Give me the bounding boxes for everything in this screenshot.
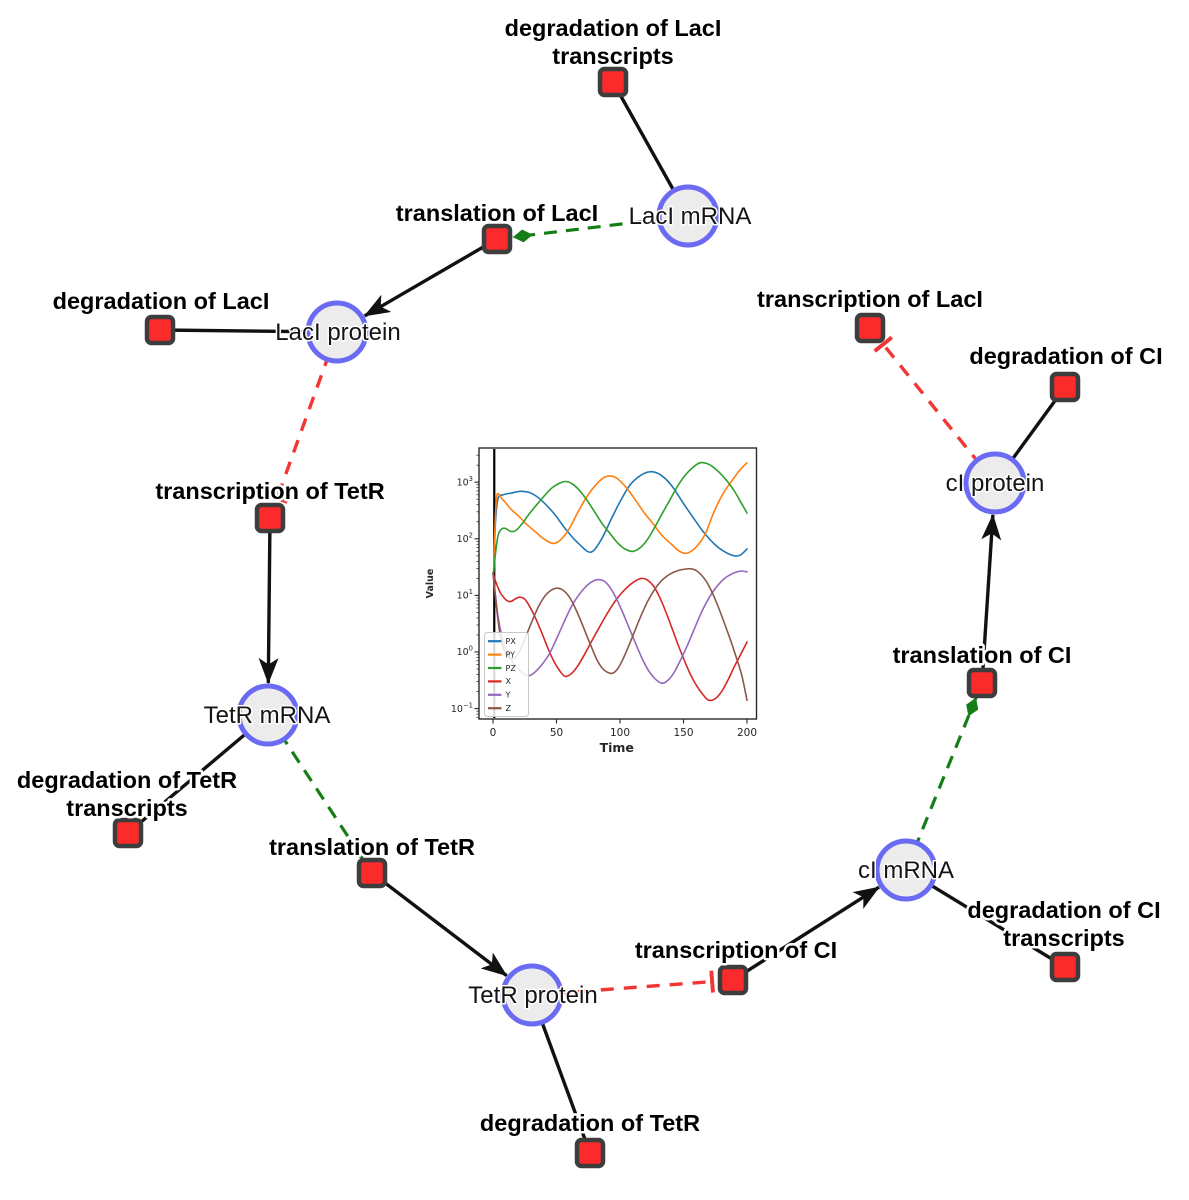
- reaction-label-transl_laci: translation of LacI: [396, 200, 598, 226]
- reaction-label-deg_tetr_tr: degradation of TetR transcripts: [17, 767, 237, 821]
- reaction-label-deg_laci_tr: degradation of LacI transcripts: [505, 15, 722, 69]
- reaction-node-transc_laci[interactable]: [854, 312, 886, 344]
- y-axis-title: Value: [425, 569, 436, 599]
- species-label-laci_protein: LacI protein: [275, 319, 400, 346]
- reaction-label-deg_ci_tr: degradation of CI transcripts: [967, 897, 1160, 951]
- reaction-node-deg_laci_tr[interactable]: [597, 66, 629, 98]
- edge-production-transc_ci-ci_mrna: [732, 885, 880, 982]
- reaction-node-transl_ci[interactable]: [966, 667, 998, 699]
- x-tick-label: 50: [550, 727, 563, 739]
- legend-label-PZ: PZ: [506, 664, 517, 673]
- species-node-laci_protein[interactable]: [305, 300, 369, 364]
- x-tick-label: 0: [490, 727, 497, 739]
- legend-label-Z: Z: [506, 704, 512, 713]
- x-tick-label: 100: [610, 727, 630, 739]
- reaction-label-transc_tetr: transcription of TetR: [155, 478, 384, 504]
- reaction-node-deg_tetr[interactable]: [574, 1137, 606, 1169]
- chart-series-PY: [492, 462, 748, 574]
- species-label-ci_protein: cI protein: [946, 470, 1045, 497]
- y-tick-label: 10−1: [451, 701, 473, 715]
- species-node-ci_protein[interactable]: [963, 451, 1027, 515]
- reaction-node-deg_laci[interactable]: [144, 314, 176, 346]
- species-label-tetr_mrna: TetR mRNA: [204, 702, 331, 729]
- reaction-node-transl_tetr[interactable]: [356, 857, 388, 889]
- reaction-label-deg_laci: degradation of LacI: [53, 288, 270, 314]
- x-tick-label: 200: [737, 727, 757, 739]
- species-node-tetr_protein[interactable]: [500, 963, 564, 1027]
- legend-label-X: X: [506, 677, 512, 686]
- chart-series-PZ: [492, 461, 748, 574]
- nodes: [112, 66, 1081, 1169]
- edge-production-transc_tetr-tetr_mrna: [258, 517, 279, 684]
- reaction-node-transc_ci[interactable]: [717, 964, 749, 996]
- y-tick-label: 100: [457, 645, 473, 659]
- y-tick-label: 102: [457, 532, 473, 546]
- timeseries-chart: 10−1 100 101 102 103 0 50 100 150 200 Time Value PX P…: [425, 447, 758, 755]
- reaction-node-deg_tetr_tr[interactable]: [112, 817, 144, 849]
- species-label-tetr_protein: TetR protein: [468, 982, 597, 1009]
- reaction-node-deg_ci_tr[interactable]: [1049, 951, 1081, 983]
- legend-label-Y: Y: [505, 691, 511, 700]
- x-tick-label: 150: [673, 727, 693, 739]
- node-labels: LacI mRNA LacI protein TetR mRNA TetR prote…: [14, 13, 1165, 1139]
- y-tick-label: 101: [457, 588, 473, 602]
- species-node-laci_mrna[interactable]: [656, 184, 720, 248]
- chart-frame: [478, 447, 758, 720]
- species-node-ci_mrna[interactable]: [874, 838, 938, 902]
- reaction-label-deg_ci: degradation of CI: [969, 343, 1162, 369]
- reaction-node-transc_tetr[interactable]: [254, 502, 286, 534]
- reaction-node-deg_ci[interactable]: [1049, 371, 1081, 403]
- chart-series-X: [492, 572, 748, 702]
- reaction-label-deg_tetr: degradation of TetR: [480, 1110, 700, 1136]
- chart-series-PX: [492, 470, 748, 574]
- species-label-laci_mrna: LacI mRNA: [629, 203, 752, 230]
- species-node-tetr_mrna[interactable]: [236, 683, 300, 747]
- x-axis-title: Time: [600, 740, 634, 755]
- reaction-label-transc_ci: transcription of CI: [635, 937, 837, 963]
- edge-production-transl_laci-laci_protein: [363, 237, 498, 318]
- legend-label-PX: PX: [506, 637, 517, 646]
- reaction-label-transl_ci: translation of CI: [893, 642, 1072, 668]
- reaction-node-transl_laci[interactable]: [481, 223, 513, 255]
- species-label-ci_mrna: cI mRNA: [858, 857, 954, 884]
- reaction-label-transc_laci: transcription of LacI: [757, 286, 983, 312]
- edge-production-transl_ci-ci_protein: [980, 513, 1002, 684]
- reaction-label-transl_tetr: translation of TetR: [269, 834, 475, 860]
- legend-label-PY: PY: [506, 650, 516, 659]
- y-tick-label: 103: [457, 475, 473, 489]
- edge-production-transl_tetr-tetr_protein: [370, 871, 508, 977]
